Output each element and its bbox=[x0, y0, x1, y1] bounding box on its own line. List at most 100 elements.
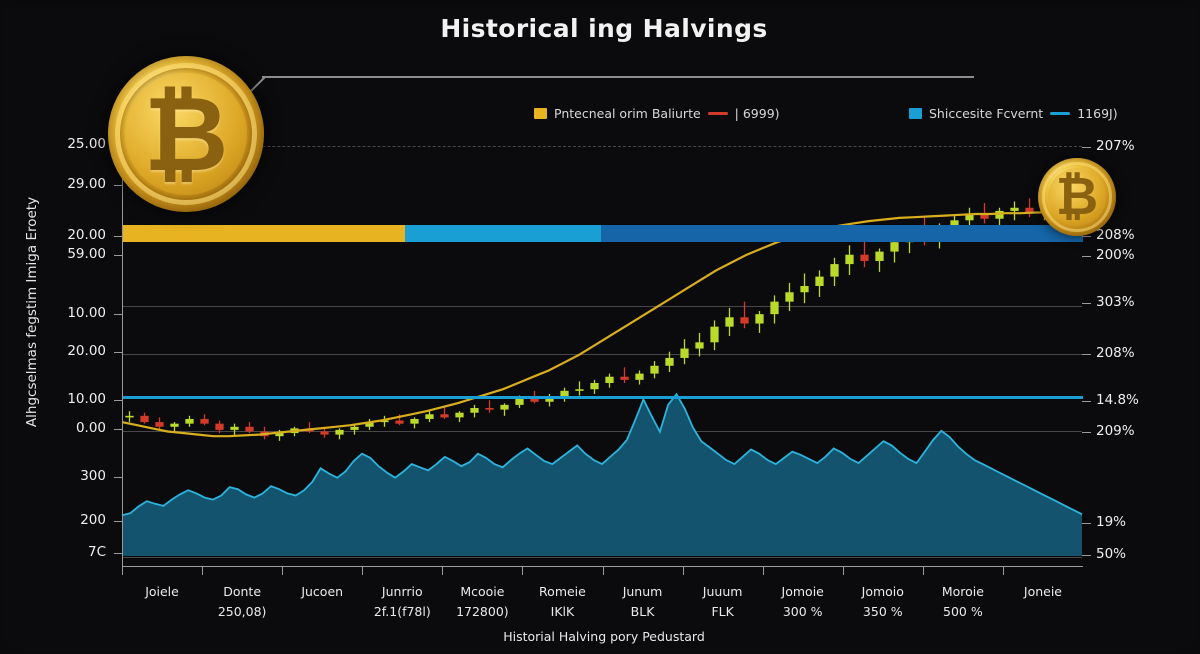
bitcoin-symbol-icon: ₿ bbox=[143, 73, 229, 195]
chart-panel: Historical ing Halvings Pntecneal orim B… bbox=[4, 4, 1196, 650]
y-axis-title: Alhgcselmas fegstim Imiga Eroety bbox=[24, 196, 40, 428]
x-axis-tick bbox=[1003, 566, 1004, 575]
y-axis-tick bbox=[114, 553, 123, 554]
y-axis-tick bbox=[114, 236, 123, 237]
y-axis-tick bbox=[1082, 303, 1091, 304]
progress-bar-segment[interactable] bbox=[122, 225, 405, 242]
y-axis-tick bbox=[114, 352, 123, 353]
gridline bbox=[122, 146, 1082, 147]
bitcoin-coin-icon: ₿ bbox=[108, 56, 264, 212]
x-axis-label: Moroie 500 % bbox=[941, 584, 984, 619]
coin-leader-line bbox=[262, 76, 974, 78]
candle-body bbox=[635, 373, 644, 380]
y-axis-tick bbox=[114, 314, 123, 315]
candle-body bbox=[695, 342, 704, 349]
candle-body bbox=[560, 390, 569, 398]
x-axis-label: Jucoen bbox=[301, 584, 344, 599]
candle-body bbox=[710, 326, 719, 343]
candle-body bbox=[650, 365, 659, 374]
candle-body bbox=[800, 285, 809, 293]
candle-body bbox=[155, 422, 164, 427]
candle-body bbox=[770, 301, 779, 315]
y-axis-tick bbox=[1082, 401, 1091, 402]
plot-area bbox=[121, 134, 1083, 564]
y-axis-right-label: 303% bbox=[1096, 294, 1135, 310]
candle-body bbox=[215, 423, 224, 430]
candle-body bbox=[230, 426, 239, 430]
x-axis-tick bbox=[522, 566, 523, 575]
candle-body bbox=[335, 429, 344, 435]
x-axis-title: Historial Halving pory Pedustard bbox=[503, 629, 705, 644]
x-axis-tick bbox=[923, 566, 924, 575]
candle-body bbox=[965, 214, 974, 221]
candle-body bbox=[785, 292, 794, 302]
x-axis-tick bbox=[442, 566, 443, 575]
y-axis-tick bbox=[1082, 236, 1091, 237]
y-axis-left-label: 200 bbox=[80, 512, 106, 528]
x-axis-tick bbox=[603, 566, 604, 575]
candle-body bbox=[365, 422, 374, 427]
x-axis-tick bbox=[282, 566, 283, 575]
stacked-progress-bar[interactable] bbox=[122, 225, 1083, 242]
chart-canvas bbox=[121, 198, 1083, 556]
y-axis-tick bbox=[1082, 523, 1091, 524]
candle-body bbox=[410, 418, 419, 424]
legend-item-secondary[interactable]: Shiccesite Fcvernt 1169J) bbox=[909, 106, 1118, 121]
legend-label: Shiccesite Fcvernt bbox=[929, 106, 1044, 121]
x-axis-tick bbox=[843, 566, 844, 575]
y-axis-tick bbox=[114, 429, 123, 430]
x-axis-label: Jomoie 300 % bbox=[781, 584, 824, 619]
y-axis-tick bbox=[1082, 555, 1091, 556]
candle-body bbox=[605, 376, 614, 383]
y-axis-tick bbox=[114, 255, 123, 256]
x-axis-label: Donte 250,08) bbox=[217, 584, 267, 619]
candle-body bbox=[245, 426, 254, 432]
bitcoin-symbol-icon: ₿ bbox=[1055, 167, 1099, 227]
candle-body bbox=[755, 314, 764, 324]
page-title: Historical ing Halvings bbox=[440, 14, 768, 43]
candle-body bbox=[320, 431, 329, 435]
bitcoin-coin-icon-small: ₿ bbox=[1038, 158, 1116, 236]
candle-body bbox=[455, 412, 464, 418]
candle-body bbox=[665, 357, 674, 366]
candle-body bbox=[170, 423, 179, 427]
coin-inner bbox=[125, 73, 247, 195]
y-axis-right-label: 209% bbox=[1096, 423, 1135, 439]
x-axis-line bbox=[122, 566, 1083, 567]
candle-body bbox=[875, 251, 884, 261]
candle-body bbox=[545, 397, 554, 402]
candle-body bbox=[380, 420, 389, 423]
candle-body bbox=[470, 408, 479, 413]
y-axis-right-label: 208% bbox=[1096, 345, 1135, 361]
candle-body bbox=[125, 415, 134, 418]
candle-body bbox=[995, 210, 1004, 219]
progress-bar-segment[interactable] bbox=[600, 225, 1083, 242]
candle-body bbox=[620, 376, 629, 380]
x-axis-label: Junum BLK bbox=[622, 584, 663, 619]
candle-body bbox=[515, 398, 524, 405]
legend-line-icon bbox=[707, 112, 728, 115]
legend-value: 1169J) bbox=[1077, 106, 1118, 121]
candle-body bbox=[740, 317, 749, 324]
candle-body bbox=[275, 433, 284, 437]
candle-body bbox=[1010, 207, 1019, 211]
y-axis-left-label: 20.00 bbox=[67, 343, 106, 359]
gridline bbox=[122, 557, 1082, 558]
x-axis-label: Romeie IKlK bbox=[539, 584, 586, 619]
x-axis-tick bbox=[202, 566, 203, 575]
y-axis-tick bbox=[1082, 354, 1091, 355]
candle-body bbox=[200, 418, 209, 424]
candle-body bbox=[440, 414, 449, 418]
coin-inner bbox=[1048, 168, 1106, 226]
y-axis-left-label: 25.00 bbox=[67, 136, 106, 152]
y-axis-tick bbox=[1082, 432, 1091, 433]
legend-value: | 6999) bbox=[734, 106, 780, 121]
candle-body bbox=[530, 398, 539, 402]
legend-item-primary[interactable]: Pntecneal orim Baliurte | 6999) bbox=[534, 106, 780, 121]
candle-body bbox=[815, 276, 824, 286]
x-axis-label: Junrrio 2f.1(f78l) bbox=[373, 584, 431, 619]
x-axis-tick bbox=[763, 566, 764, 575]
y-axis-right-label: 208% bbox=[1096, 227, 1135, 243]
candle-body bbox=[395, 420, 404, 424]
progress-bar-segment[interactable] bbox=[404, 225, 601, 242]
